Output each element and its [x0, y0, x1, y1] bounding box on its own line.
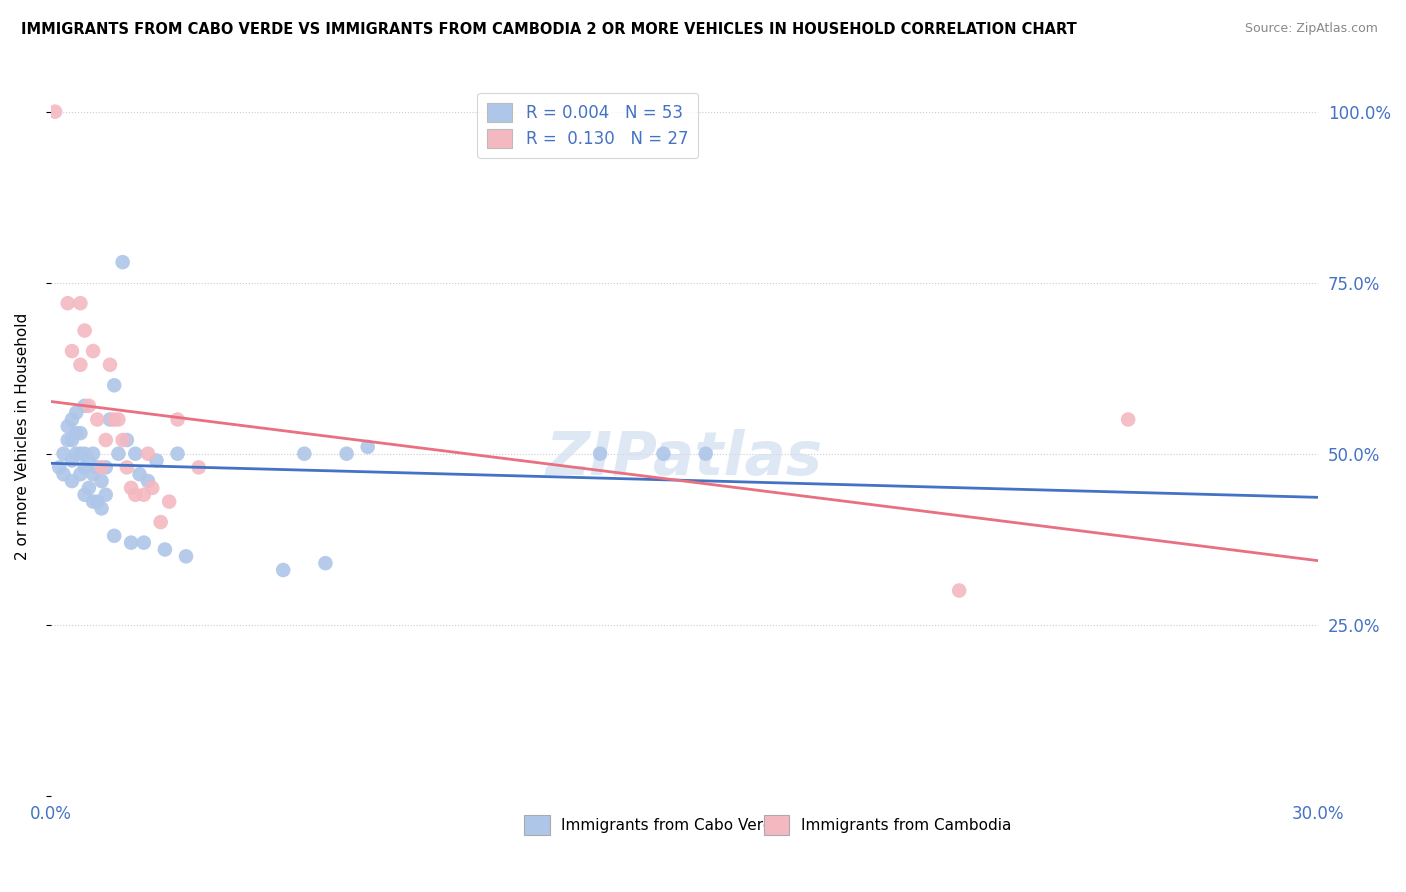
Point: [65, 426, 87, 441]
Point: [73, 324, 96, 338]
Point: [187, 460, 209, 475]
Point: [124, 488, 146, 502]
Point: [271, 563, 294, 577]
Point: [357, 440, 380, 454]
Point: [86, 412, 108, 426]
Point: [52, 467, 75, 482]
Point: [335, 447, 357, 461]
Point: [69, 426, 91, 441]
Point: [98, 412, 121, 426]
Point: [90, 501, 112, 516]
Point: [60, 412, 83, 426]
Text: Source: ZipAtlas.com: Source: ZipAtlas.com: [1244, 22, 1378, 36]
Point: [103, 412, 125, 426]
Text: IMMIGRANTS FROM CABO VERDE VS IMMIGRANTS FROM CAMBODIA 2 OR MORE VEHICLES IN HOU: IMMIGRANTS FROM CABO VERDE VS IMMIGRANTS…: [21, 22, 1077, 37]
Point: [60, 433, 83, 447]
Point: [115, 433, 138, 447]
Point: [166, 447, 188, 461]
Point: [73, 399, 96, 413]
Point: [69, 467, 91, 482]
Point: [73, 447, 96, 461]
Point: [65, 406, 87, 420]
Point: [589, 447, 612, 461]
Point: [948, 583, 970, 598]
Point: [174, 549, 197, 564]
Point: [73, 488, 96, 502]
Point: [90, 474, 112, 488]
Point: [86, 460, 108, 475]
Point: [141, 481, 163, 495]
Point: [56, 296, 79, 310]
Text: ZIPatlas: ZIPatlas: [546, 429, 823, 488]
Point: [60, 474, 83, 488]
Point: [124, 447, 146, 461]
Point: [69, 447, 91, 461]
Text: Immigrants from Cambodia: Immigrants from Cambodia: [801, 818, 1011, 832]
Point: [153, 542, 176, 557]
Point: [132, 535, 155, 549]
Point: [77, 399, 100, 413]
Point: [292, 447, 315, 461]
Point: [128, 467, 150, 482]
Point: [103, 529, 125, 543]
Legend: R = 0.004   N = 53, R =  0.130   N = 27: R = 0.004 N = 53, R = 0.130 N = 27: [478, 93, 699, 158]
Point: [166, 412, 188, 426]
Y-axis label: 2 or more Vehicles in Household: 2 or more Vehicles in Household: [15, 313, 30, 560]
Point: [86, 494, 108, 508]
Point: [60, 344, 83, 359]
Point: [157, 494, 180, 508]
Point: [56, 433, 79, 447]
Point: [69, 296, 91, 310]
Point: [132, 488, 155, 502]
Point: [1116, 412, 1139, 426]
Point: [82, 494, 104, 508]
Point: [52, 447, 75, 461]
Point: [149, 515, 172, 529]
Point: [56, 419, 79, 434]
Point: [695, 447, 717, 461]
Point: [107, 412, 129, 426]
Point: [82, 344, 104, 359]
Point: [314, 556, 336, 570]
Point: [120, 481, 142, 495]
Point: [111, 433, 134, 447]
Point: [136, 447, 159, 461]
Point: [107, 447, 129, 461]
Point: [111, 255, 134, 269]
Point: [103, 378, 125, 392]
Point: [145, 453, 167, 467]
Point: [69, 358, 91, 372]
Point: [82, 467, 104, 482]
Point: [90, 460, 112, 475]
Point: [82, 447, 104, 461]
Point: [77, 481, 100, 495]
Point: [136, 474, 159, 488]
Point: [94, 488, 117, 502]
Point: [65, 447, 87, 461]
Text: Immigrants from Cabo Verde: Immigrants from Cabo Verde: [561, 818, 782, 832]
Point: [94, 433, 117, 447]
Point: [77, 453, 100, 467]
Point: [48, 460, 70, 475]
Point: [115, 460, 138, 475]
Point: [652, 447, 675, 461]
Point: [94, 460, 117, 475]
Point: [44, 104, 66, 119]
Point: [98, 358, 121, 372]
Point: [73, 460, 96, 475]
Point: [120, 535, 142, 549]
Point: [60, 453, 83, 467]
